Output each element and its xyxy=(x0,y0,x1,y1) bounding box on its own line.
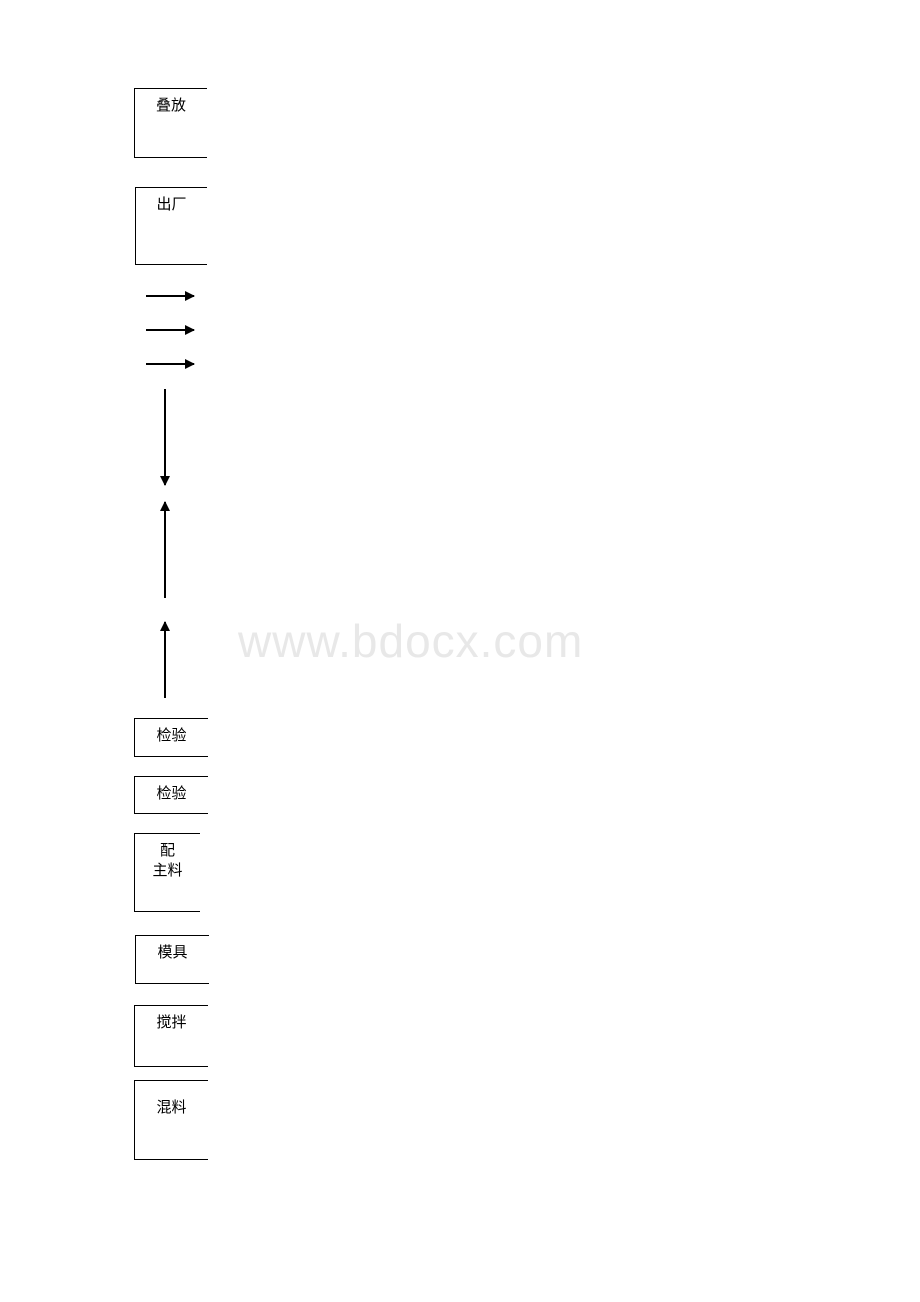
flow-box-muju: 模具 xyxy=(135,935,209,984)
arrow-right-icon xyxy=(146,295,194,297)
flow-box-label: 检验 xyxy=(156,727,186,747)
flow-box-label: 叠放 xyxy=(156,97,186,117)
flow-box-chuchang: 出厂 xyxy=(135,187,207,265)
arrow-up-icon xyxy=(164,622,166,698)
watermark-text: www.bdocx.com xyxy=(238,614,583,668)
flow-box-label: 检验 xyxy=(156,785,186,805)
flow-box-label: 出厂 xyxy=(156,196,186,216)
arrow-right-icon xyxy=(146,329,194,331)
flow-box-label: 混料 xyxy=(156,1099,186,1119)
flow-box-hunliao: 混料 xyxy=(134,1080,208,1160)
flow-box-label: 搅拌 xyxy=(156,1014,186,1034)
arrow-right-icon xyxy=(146,363,194,365)
flow-box-peizhuliao: 配 主料 xyxy=(134,833,200,912)
flow-box-jianyan-1: 检验 xyxy=(134,718,208,757)
flow-box-label: 模具 xyxy=(157,944,187,964)
flow-box-label: 配 主料 xyxy=(152,842,182,881)
arrow-down-icon xyxy=(164,389,166,485)
arrow-up-icon xyxy=(164,502,166,598)
flow-box-diefang: 叠放 xyxy=(134,88,207,158)
flow-box-jianyan-2: 检验 xyxy=(134,776,208,814)
flow-box-jiaoban: 搅拌 xyxy=(134,1005,208,1067)
